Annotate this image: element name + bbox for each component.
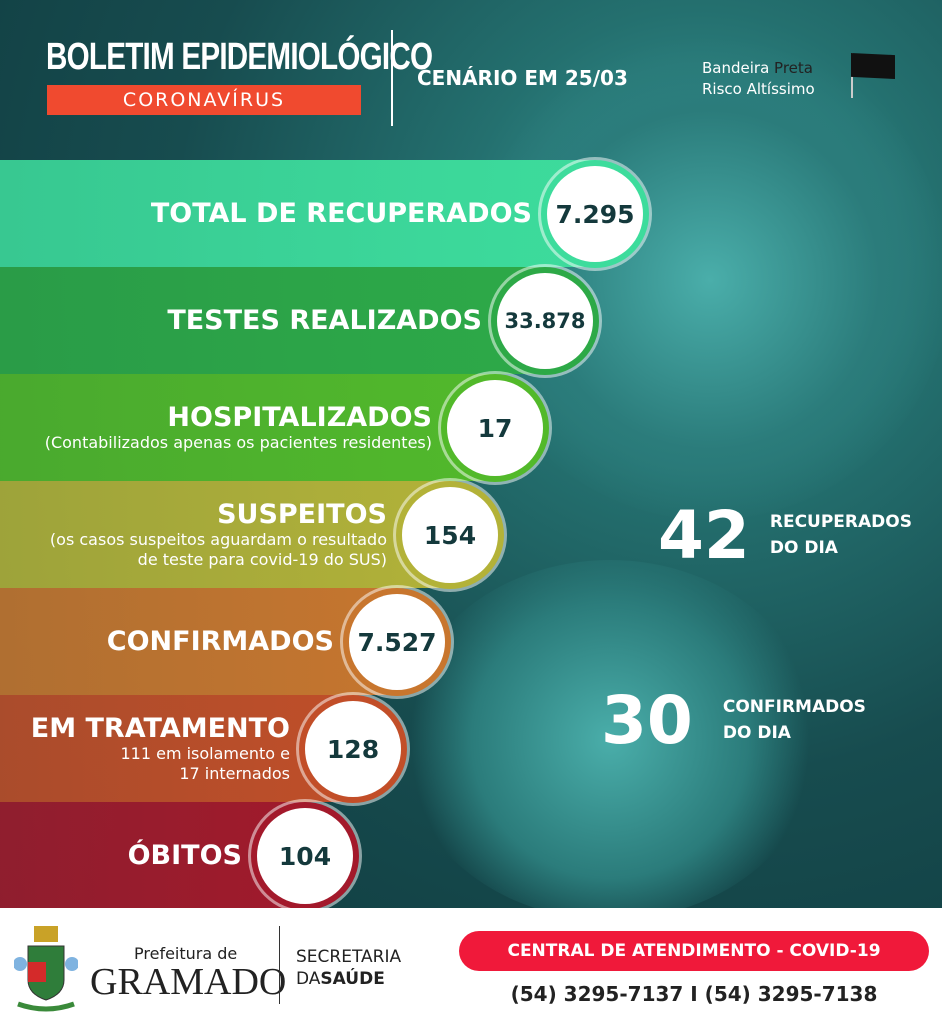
secretaria-line: DA [296,969,321,989]
black-flag-icon [851,53,895,79]
stat-label: ÓBITOS [127,840,242,871]
prefeitura-label: Prefeitura de [134,944,238,963]
daily-recovered-value: 42 [658,496,750,574]
stat-label: CONFIRMADOS [106,626,334,657]
stat-label: SUSPEITOS [217,499,387,530]
stat-bar: TOTAL DE RECUPERADOS [0,160,647,267]
bulletin-subtitle: CORONAVÍRUS [47,85,361,115]
city-name: GRAMADO [90,961,287,1003]
daily-confirmed-card: 30 CONFIRMADOS DO DIA [545,657,942,783]
daily-recovered-label: DO DIA [769,538,838,558]
secretaria-line: SECRETARIA [296,947,402,967]
secretaria-line: SAÚDE [320,969,385,989]
flag-color: Preta [774,59,813,77]
stat-note: (os casos suspeitos aguardam o resultado… [49,530,387,569]
gramado-coat-of-arms-icon [14,926,78,1012]
stat-note: 111 em isolamento e 17 internados [120,744,290,783]
bulletin-title: BOLETIM EPIDEMIOLÓGICO [46,36,433,78]
stat-label: EM TRATAMENTO [30,713,290,744]
stat-value: 104 [257,808,353,904]
scenario-date: CENÁRIO EM 25/03 [417,66,628,90]
daily-confirmed-label: DO DIA [722,723,791,743]
stat-value: 154 [402,487,498,583]
phone-numbers: (54) 3295-7137 I (54) 3295-7138 [510,982,878,1006]
daily-recovered-card: 42 RECUPERADOS DO DIA [620,472,942,598]
footer: Prefeitura de GRAMADO SECRETARIA DASAÚDE… [0,908,942,1024]
stat-value: 17 [447,380,543,476]
flag-status: Bandeira Preta Risco Altíssimo [702,58,815,100]
stat-note: (Contabilizados apenas os pacientes resi… [44,433,432,452]
virus-image [400,560,820,920]
daily-recovered-label: RECUPERADOS [769,512,912,532]
risk-level: Risco Altíssimo [702,80,815,98]
stat-value: 7.527 [349,594,445,690]
stat-label: HOSPITALIZADOS [167,402,432,433]
stat-bar: HOSPITALIZADOS (Contabilizados apenas os … [0,374,547,481]
divider [391,30,393,126]
flag-label: Bandeira [702,59,770,77]
stat-label: TOTAL DE RECUPERADOS [150,198,532,229]
stat-value: 128 [305,701,401,797]
secretaria-label: SECRETARIA DASAÚDE [296,946,401,990]
stat-value: 33.878 [497,273,593,369]
stat-label: TESTES REALIZADOS [167,305,482,336]
daily-confirmed-value: 30 [601,681,693,759]
central-atendimento-banner: CENTRAL DE ATENDIMENTO - COVID-19 [459,931,929,971]
daily-confirmed-label: CONFIRMADOS [722,697,866,717]
stat-value: 7.295 [547,166,643,262]
divider [279,926,280,1004]
